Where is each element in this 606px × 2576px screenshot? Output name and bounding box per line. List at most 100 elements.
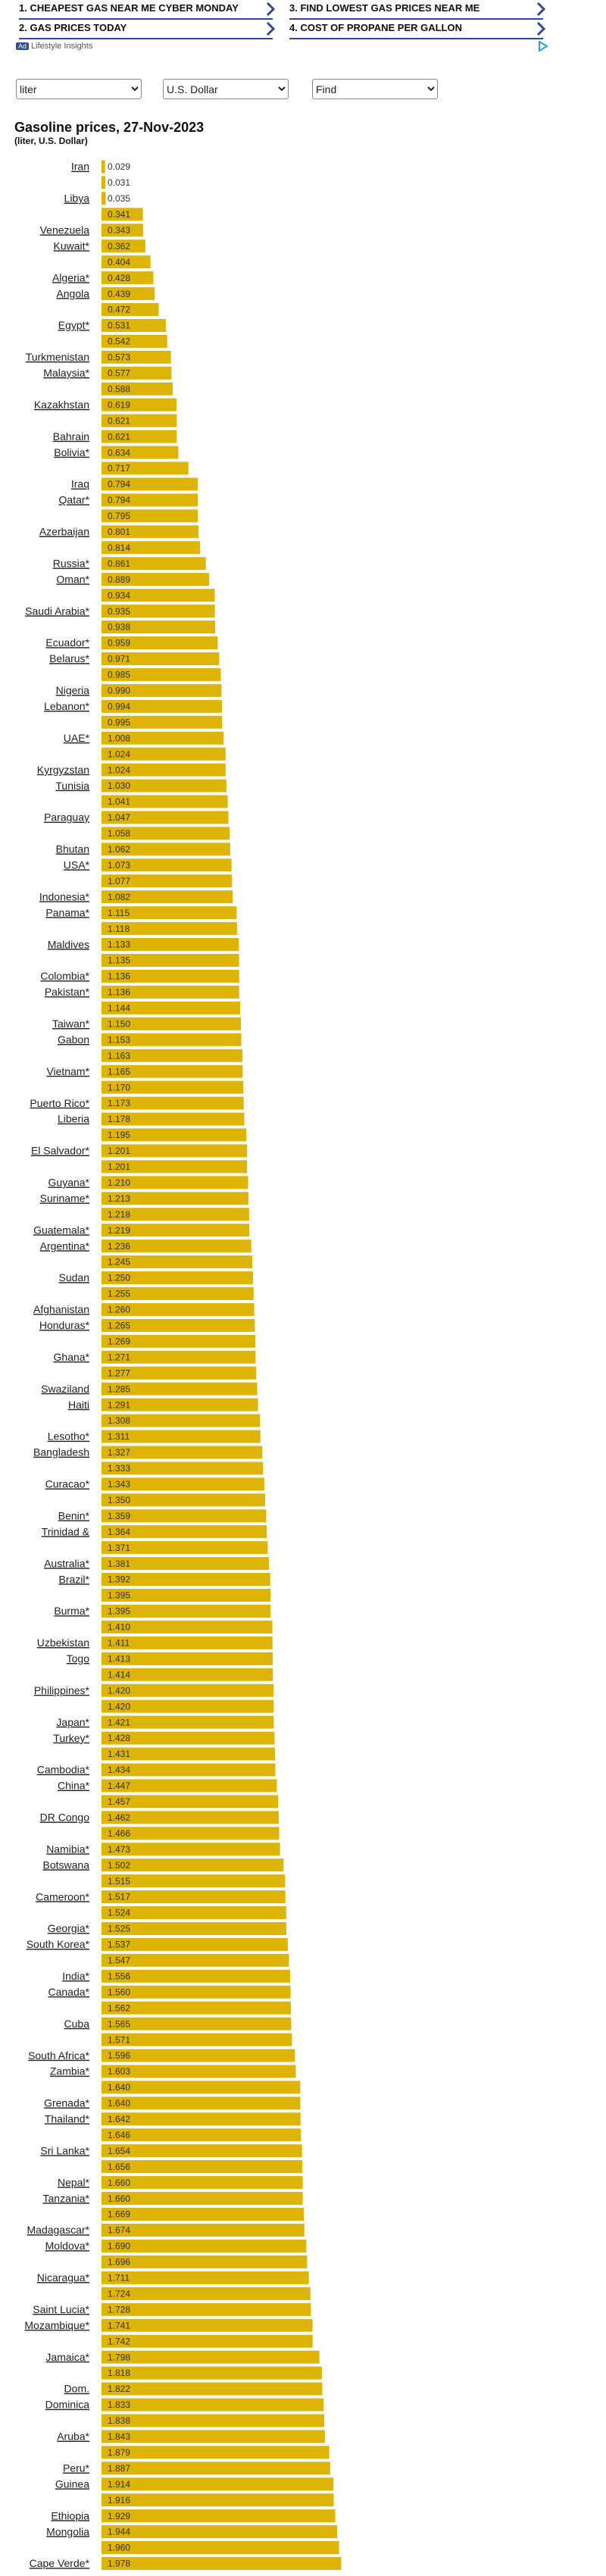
category-label[interactable]: Thailand* xyxy=(45,2113,90,2125)
category-label[interactable]: Libya xyxy=(64,192,90,205)
category-label[interactable]: USA* xyxy=(64,859,90,871)
category-label[interactable]: Trinidad & xyxy=(42,1525,90,1537)
category-label[interactable]: Kyrgyzstan xyxy=(37,764,89,776)
category-label[interactable]: Bhutan xyxy=(56,843,89,855)
category-label[interactable]: Angola xyxy=(56,287,89,299)
category-label[interactable]: Cape Verde* xyxy=(30,2557,90,2569)
category-label[interactable]: Grenada* xyxy=(44,2097,89,2109)
category-label[interactable]: UAE* xyxy=(64,732,90,744)
category-label[interactable]: Japan* xyxy=(56,1716,89,1728)
category-label[interactable]: Paraguay xyxy=(44,811,89,824)
category-label[interactable]: Georgia* xyxy=(48,1922,90,1934)
category-label[interactable]: Ghana* xyxy=(54,1351,90,1363)
category-label[interactable]: Afghanistan xyxy=(33,1303,89,1315)
category-label[interactable]: Namibia* xyxy=(46,1843,89,1855)
category-label[interactable]: Jamaica* xyxy=(45,2351,89,2363)
category-label[interactable]: DR Congo xyxy=(40,1812,90,1824)
nav-link[interactable]: 1. CHEAPEST GAS NEAR ME CYBER MONDAY xyxy=(19,0,276,20)
category-label[interactable]: Panama* xyxy=(45,906,89,918)
ad-choices-icon[interactable] xyxy=(538,41,548,52)
category-label[interactable]: Turkmenistan xyxy=(26,351,89,363)
category-label[interactable]: Nigeria xyxy=(56,684,90,696)
category-label[interactable]: South Africa* xyxy=(28,2049,89,2062)
category-label[interactable]: Swaziland xyxy=(41,1383,89,1395)
nav-text[interactable]: 3. FIND LOWEST GAS PRICES NEAR ME xyxy=(289,2,480,14)
category-label[interactable]: Iraq xyxy=(71,478,89,490)
category-label[interactable]: Liberia xyxy=(58,1113,89,1125)
category-label[interactable]: Qatar* xyxy=(59,494,90,506)
category-label[interactable]: Canada* xyxy=(48,1986,90,1998)
category-label[interactable]: Botswana xyxy=(43,1859,90,1871)
category-label[interactable]: Taiwan* xyxy=(52,1018,90,1030)
category-label[interactable]: Lesotho* xyxy=(48,1430,90,1443)
category-label[interactable]: Indonesia* xyxy=(39,890,90,902)
category-label[interactable]: Haiti xyxy=(68,1399,89,1411)
category-label[interactable]: Argentina* xyxy=(40,1240,90,1252)
category-label[interactable]: Aruba* xyxy=(57,2431,89,2443)
category-label[interactable]: Ethiopia xyxy=(51,2509,89,2521)
category-label[interactable]: Guinea xyxy=(55,2478,89,2490)
category-label[interactable]: Algeria* xyxy=(52,271,90,283)
nav-text[interactable]: 1. CHEAPEST GAS NEAR ME CYBER MONDAY xyxy=(19,2,239,14)
category-label[interactable]: Malaysia* xyxy=(43,367,89,379)
category-label[interactable]: Azerbaijan xyxy=(39,526,89,538)
category-label[interactable]: Bangladesh xyxy=(33,1446,89,1458)
category-label[interactable]: Mozambique* xyxy=(24,2319,89,2331)
category-label[interactable]: Oman* xyxy=(56,573,89,585)
category-label[interactable]: Philippines* xyxy=(34,1684,90,1696)
category-label[interactable]: Ecuador* xyxy=(45,636,89,649)
category-label[interactable]: El Salvador* xyxy=(31,1145,90,1157)
category-label[interactable]: Turkey* xyxy=(53,1732,89,1744)
category-label[interactable]: Puerto Rico* xyxy=(30,1097,89,1109)
category-label[interactable]: Guyana* xyxy=(48,1177,90,1189)
category-label[interactable]: Cameroon* xyxy=(36,1890,89,1902)
category-label[interactable]: Saudi Arabia* xyxy=(25,605,89,617)
category-label[interactable]: Madagascar* xyxy=(27,2224,90,2236)
category-label[interactable]: Suriname* xyxy=(40,1192,90,1204)
unit-select[interactable]: liter xyxy=(16,79,142,99)
category-label[interactable]: Moldova* xyxy=(45,2240,90,2252)
find-select[interactable]: Find xyxy=(312,79,438,99)
category-label[interactable]: Cuba xyxy=(64,2018,90,2030)
category-label[interactable]: Egypt* xyxy=(58,319,90,331)
category-label[interactable]: Dominica xyxy=(45,2399,90,2411)
category-label[interactable]: Honduras* xyxy=(39,1319,90,1331)
nav-link[interactable]: 2. GAS PRICES TODAY xyxy=(19,20,276,39)
category-label[interactable]: Iran xyxy=(71,161,89,173)
nav-link[interactable]: 3. FIND LOWEST GAS PRICES NEAR ME xyxy=(289,0,546,20)
category-label[interactable]: Saint Lucia* xyxy=(33,2303,89,2315)
category-label[interactable]: Zambia* xyxy=(50,2065,90,2077)
category-label[interactable]: Benin* xyxy=(58,1509,90,1521)
category-label[interactable]: Nepal* xyxy=(58,2176,90,2188)
category-label[interactable]: Burma* xyxy=(54,1605,89,1617)
nav-text[interactable]: 4. COST OF PROPANE PER GALLON xyxy=(289,22,463,33)
category-label[interactable]: China* xyxy=(58,1780,90,1792)
category-label[interactable]: Kazakhstan xyxy=(34,399,89,411)
category-label[interactable]: Bahrain xyxy=(53,430,89,442)
category-label[interactable]: Vietnam* xyxy=(46,1065,89,1077)
category-label[interactable]: Venezuela xyxy=(40,224,90,236)
category-label[interactable]: Bolivia* xyxy=(54,446,89,458)
ad-sponsor[interactable]: Lifestyle Insights xyxy=(31,42,93,51)
category-label[interactable]: Guatemala* xyxy=(33,1224,89,1236)
category-label[interactable]: Sudan xyxy=(59,1271,89,1283)
category-label[interactable]: Mongolia xyxy=(46,2525,89,2537)
category-label[interactable]: Brazil* xyxy=(59,1573,90,1585)
category-label[interactable]: Australia* xyxy=(44,1557,89,1569)
nav-link[interactable]: 4. COST OF PROPANE PER GALLON xyxy=(289,20,546,39)
category-label[interactable]: Peru* xyxy=(63,2462,90,2474)
category-label[interactable]: Tanzania* xyxy=(43,2192,90,2204)
category-label[interactable]: Belarus* xyxy=(49,652,89,664)
category-label[interactable]: Lebanon* xyxy=(44,700,90,712)
nav-text[interactable]: 2. GAS PRICES TODAY xyxy=(19,22,127,33)
category-label[interactable]: Dom. xyxy=(64,2383,89,2395)
category-label[interactable]: Nicaragua* xyxy=(37,2271,90,2284)
category-label[interactable]: India* xyxy=(62,1970,89,1982)
category-label[interactable]: Maldives xyxy=(48,938,89,950)
category-label[interactable]: Colombia* xyxy=(40,970,89,982)
category-label[interactable]: Russia* xyxy=(53,557,90,569)
category-label[interactable]: Gabon xyxy=(58,1033,89,1046)
category-label[interactable]: Pakistan* xyxy=(45,986,90,998)
category-label[interactable]: Kuwait* xyxy=(54,239,90,252)
category-label[interactable]: Sri Lanka* xyxy=(40,2144,89,2156)
